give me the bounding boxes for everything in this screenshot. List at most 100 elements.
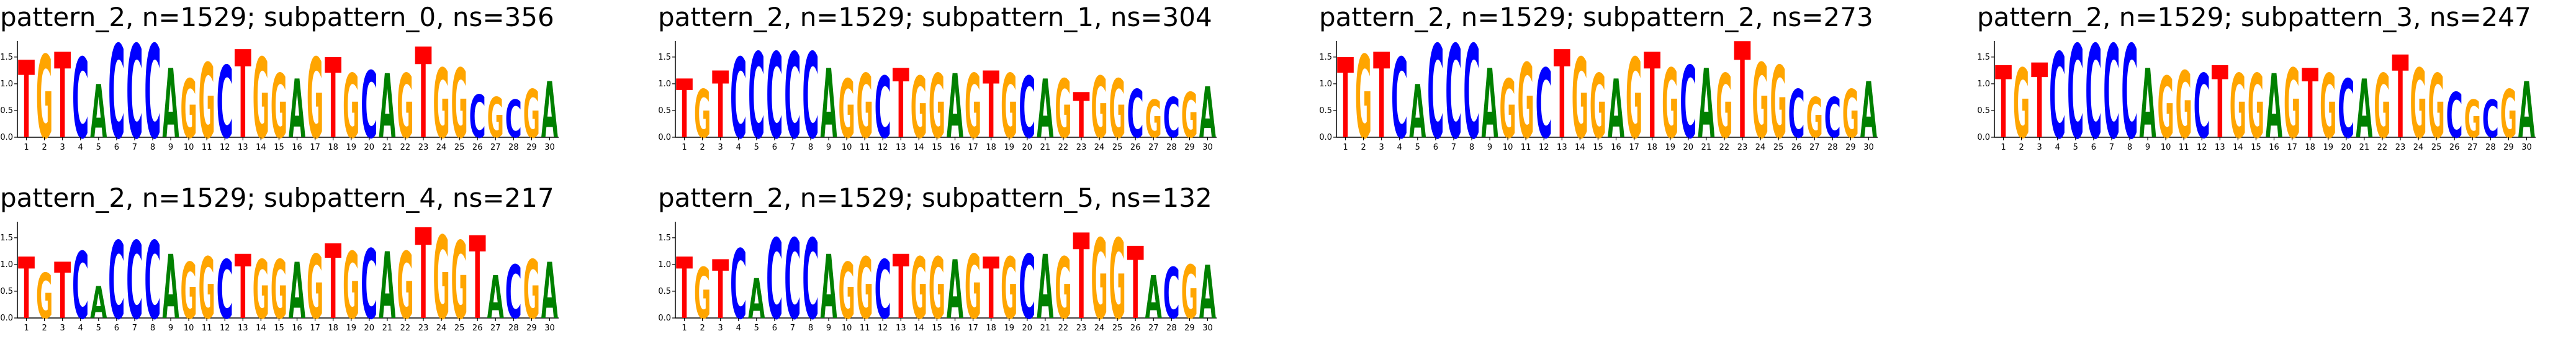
x-tick-label: 5 xyxy=(96,143,101,152)
logo-letter-G: G xyxy=(2428,55,2445,158)
logo-letter-A: A xyxy=(163,236,179,339)
x-tick-label: 10 xyxy=(2161,143,2171,152)
y-tick-label: 1.5 xyxy=(0,234,13,243)
x-tick-label: 23 xyxy=(1737,143,1748,152)
logo-letter-G: G xyxy=(523,243,540,337)
logo-letter-C: C xyxy=(2103,19,2120,168)
x-tick-label: 23 xyxy=(2395,143,2406,152)
x-tick-label: 18 xyxy=(1647,143,1657,152)
logo-letter-T: T xyxy=(18,40,35,163)
x-tick-label: 16 xyxy=(292,324,302,333)
logo-letter-G: G xyxy=(857,240,873,338)
x-tick-label: 20 xyxy=(1022,324,1033,333)
logo-letter-C: C xyxy=(505,251,522,336)
x-tick-label: 2 xyxy=(700,324,705,333)
logo-letter-G: G xyxy=(1806,86,1823,150)
logo-letter-G: G xyxy=(1091,217,1108,345)
x-tick-label: 28 xyxy=(508,324,519,333)
x-tick-label: 28 xyxy=(508,143,519,152)
y-tick-label: 1.0 xyxy=(658,79,671,89)
x-tick-label: 1 xyxy=(682,143,687,152)
logo-letter-C: C xyxy=(2446,80,2463,152)
x-tick-label: 3 xyxy=(1379,143,1384,152)
logo-letter-C: C xyxy=(2482,89,2499,150)
x-tick-label: 18 xyxy=(328,143,338,152)
logo-letter-T: T xyxy=(235,26,251,166)
y-tick-label: 1.5 xyxy=(1977,53,1990,62)
logo-letter-A: A xyxy=(379,233,395,340)
x-tick-label: 9 xyxy=(168,143,173,152)
x-tick-label: 12 xyxy=(1539,143,1549,152)
x-tick-label: 19 xyxy=(2323,143,2333,152)
logo-letter-G: G xyxy=(397,55,413,158)
logo-letter-G: G xyxy=(2284,49,2300,160)
x-tick-label: 29 xyxy=(1184,143,1195,152)
x-tick-label: 24 xyxy=(436,143,447,152)
logo-letter-G: G xyxy=(1355,32,1372,165)
logo-letter-G: G xyxy=(2374,55,2390,158)
x-tick-label: 5 xyxy=(754,143,759,152)
y-tick-label: 1.0 xyxy=(1319,79,1332,89)
logo-letter-C: C xyxy=(802,217,819,345)
logo-letter-T: T xyxy=(676,240,693,338)
logo-panel-5: pattern_2, n=1529; subpattern_5, ns=132 … xyxy=(658,183,1279,351)
x-tick-label: 8 xyxy=(2127,143,2132,152)
logo-letter-C: C xyxy=(730,36,747,164)
x-tick-label: 9 xyxy=(2145,143,2150,152)
logo-letter-G: G xyxy=(253,36,269,164)
logo-letter-T: T xyxy=(1554,26,1570,166)
logo-letter-G: G xyxy=(199,42,215,161)
y-tick-label: 1.0 xyxy=(1977,79,1990,89)
x-tick-label: 20 xyxy=(364,143,375,152)
logo-letter-C: C xyxy=(875,59,891,157)
logo-letter-G: G xyxy=(343,233,359,340)
logo-letter-T: T xyxy=(54,30,71,166)
logo-letter-G: G xyxy=(2410,49,2427,160)
logo-letter-G: G xyxy=(271,243,287,337)
y-tick-label: 1.5 xyxy=(658,53,671,62)
logo-letter-G: G xyxy=(1001,55,1017,158)
logo-letter-C: C xyxy=(361,52,377,159)
logo-letter-C: C xyxy=(766,30,783,166)
y-tick-label: 0.0 xyxy=(1319,133,1332,142)
x-tick-label: 3 xyxy=(2037,143,2042,152)
x-tick-label: 22 xyxy=(400,143,411,152)
x-tick-label: 18 xyxy=(986,324,996,333)
logo-letter-G: G xyxy=(1145,89,1162,150)
logo-letter-T: T xyxy=(1995,45,2012,161)
logo-letter-T: T xyxy=(1644,30,1660,166)
x-tick-label: 13 xyxy=(238,143,248,152)
logo-letter-C: C xyxy=(1427,19,1444,168)
x-tick-label: 10 xyxy=(1503,143,1513,152)
x-tick-label: 6 xyxy=(772,324,777,333)
logo-letter-C: C xyxy=(469,83,486,152)
y-tick-label: 1.5 xyxy=(1319,53,1332,62)
logo-letter-G: G xyxy=(1662,49,1678,160)
x-tick-label: 17 xyxy=(1629,143,1639,152)
logo-letter-A: A xyxy=(1199,251,1216,336)
logo-letter-T: T xyxy=(712,243,729,337)
x-tick-label: 26 xyxy=(472,324,483,333)
x-tick-label: 3 xyxy=(718,143,723,152)
logo-letter-A: A xyxy=(289,246,305,336)
logo-letter-A: A xyxy=(1698,49,1714,160)
x-tick-label: 27 xyxy=(490,324,501,333)
logo-letter-T: T xyxy=(2392,32,2408,165)
logo-panel-3: pattern_2, n=1529; subpattern_3, ns=247 … xyxy=(1977,2,2576,170)
logo-letter-A: A xyxy=(163,49,179,160)
logo-letter-G: G xyxy=(1091,59,1108,157)
logo-letter-G: G xyxy=(433,213,450,345)
y-tick-label: 0.0 xyxy=(658,314,671,323)
logo-letter-A: A xyxy=(1145,264,1162,332)
x-tick-label: 11 xyxy=(202,324,212,333)
logo-letter-T: T xyxy=(893,49,909,160)
x-tick-label: 7 xyxy=(1451,143,1456,152)
logo-letter-A: A xyxy=(541,65,558,155)
logo-letter-C: C xyxy=(1788,76,1805,153)
x-tick-label: 17 xyxy=(968,324,978,333)
x-tick-label: 17 xyxy=(968,143,978,152)
logo-letter-G: G xyxy=(433,49,450,160)
logo-letter-C: C xyxy=(126,19,143,168)
